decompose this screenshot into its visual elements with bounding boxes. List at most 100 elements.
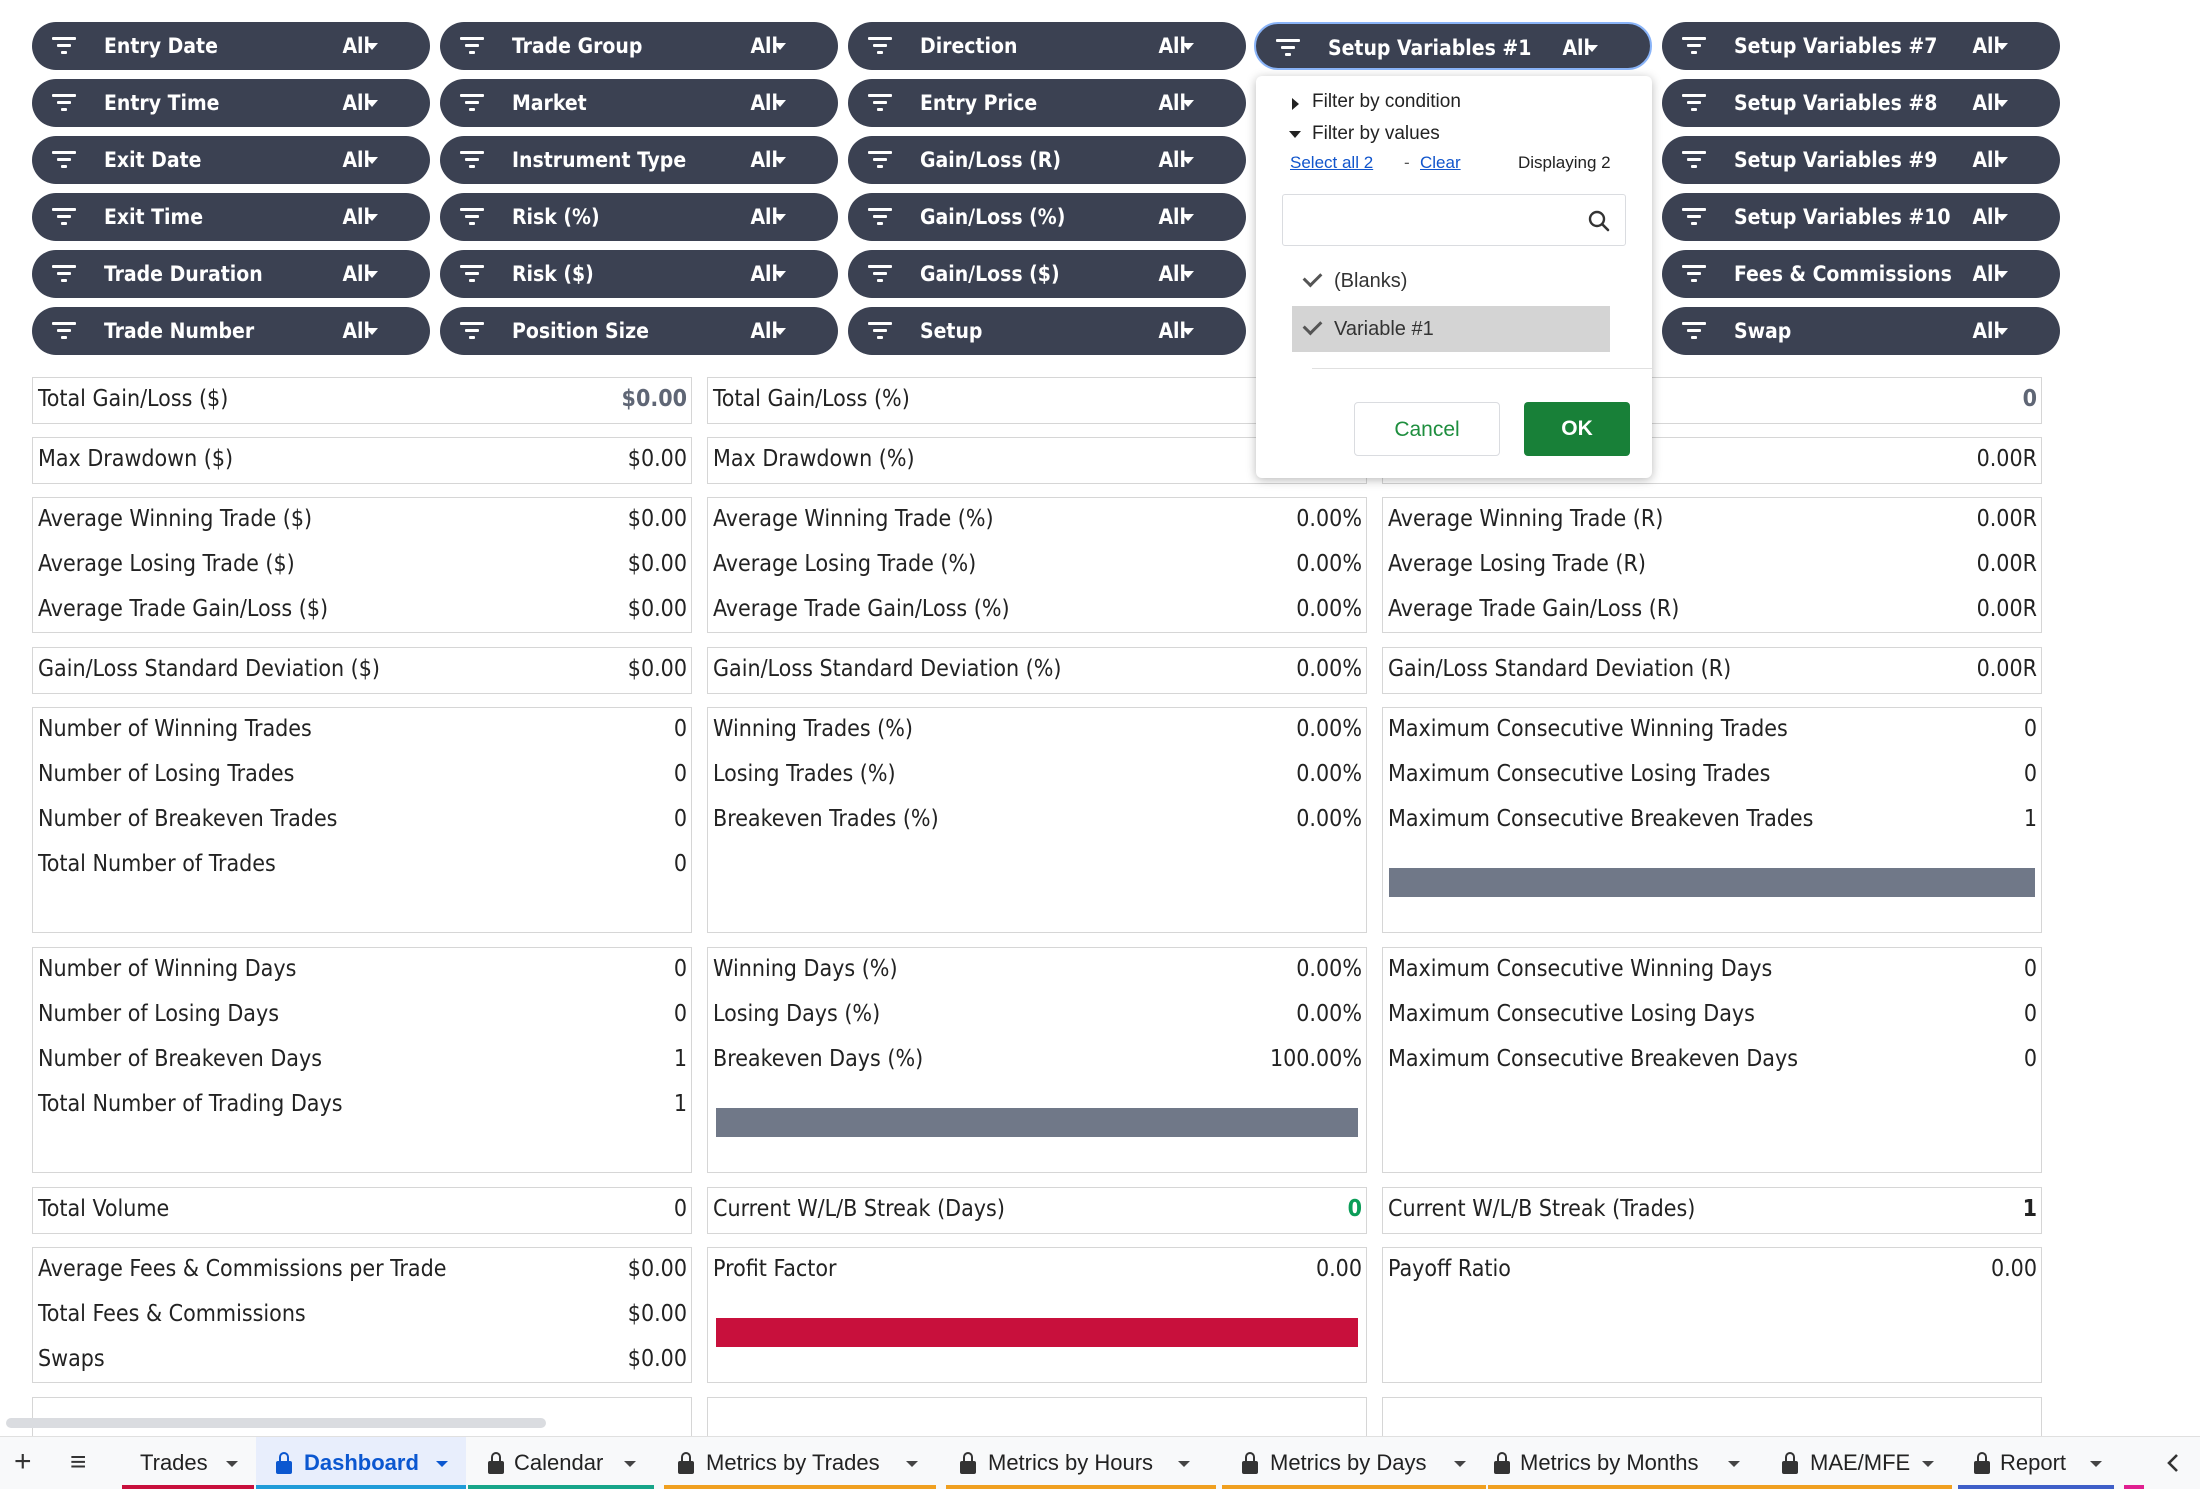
chevron-left-icon[interactable] (2164, 1451, 2184, 1475)
tab-calendar[interactable]: Calendar (468, 1437, 654, 1489)
filter-icon (1682, 265, 1708, 283)
filter-icon (1276, 39, 1302, 57)
filter-icon (52, 37, 78, 55)
stat-value: $0.00 (621, 386, 687, 412)
value-item-label: (Blanks) (1334, 270, 1408, 292)
stat-value: 0.00% (1296, 596, 1362, 622)
tab-overflow[interactable] (2124, 1437, 2144, 1489)
tab-dashboard[interactable]: Dashboard (256, 1437, 466, 1489)
filter-entry-time[interactable]: Entry Time All (32, 79, 430, 127)
add-sheet-button[interactable]: + (14, 1445, 32, 1478)
stat-value: $0.00 (627, 506, 687, 532)
stat-label: Total Gain/Loss (%) (713, 386, 910, 412)
cancel-button[interactable]: Cancel (1354, 402, 1500, 456)
tab-metrics-by-trades[interactable]: Metrics by Trades (664, 1437, 936, 1489)
horizontal-scrollbar[interactable] (6, 1418, 546, 1428)
filter-setup[interactable]: Setup All (848, 307, 1246, 355)
filter-by-values[interactable]: Filter by values (1312, 123, 1440, 144)
filter-value: All (342, 319, 370, 343)
stat-value: 0.00% (1296, 551, 1362, 577)
stat-value: $0.00 (627, 596, 687, 622)
stat-box-total-volume: Total Volume 0 (32, 1187, 692, 1234)
tab-dropdown-icon (1178, 1461, 1190, 1467)
stat-label: Losing Trades (%) (713, 761, 896, 787)
tab-dropdown-icon (2090, 1461, 2102, 1467)
filter-exit-time[interactable]: Exit Time All (32, 193, 430, 241)
stat-box-trade-pcts: Winning Trades (%) 0.00% Losing Trades (%… (707, 707, 1367, 933)
filter-label: Trade Group (512, 34, 643, 58)
tab-color-underline (1958, 1485, 2114, 1489)
filter-swap[interactable]: Swap All (1662, 307, 2060, 355)
filter-gain-loss-pct[interactable]: Gain/Loss (%) All (848, 193, 1246, 241)
stat-value: 100.00% (1269, 1046, 1362, 1072)
value-item-blanks[interactable]: (Blanks) (1292, 258, 1610, 304)
filter-icon (1682, 322, 1708, 340)
stat-box-sd-pct: Gain/Loss Standard Deviation (%) 0.00% (707, 647, 1367, 694)
caret-down-icon (1182, 328, 1194, 335)
filter-trade-group[interactable]: Trade Group All (440, 22, 838, 70)
filter-setup-variables-7[interactable]: Setup Variables #7 All (1662, 22, 2060, 70)
filter-direction[interactable]: Direction All (848, 22, 1246, 70)
filter-instrument-type[interactable]: Instrument Type All (440, 136, 838, 184)
ok-button[interactable]: OK (1524, 402, 1630, 456)
stat-value: $0.00 (627, 446, 687, 472)
stat-box-total-gl-usd: Total Gain/Loss ($) $0.00 (32, 377, 692, 424)
stat-value: 0 (673, 806, 687, 832)
stat-label: Average Trade Gain/Loss (R) (1388, 596, 1680, 622)
filter-position-size[interactable]: Position Size All (440, 307, 838, 355)
filter-exit-date[interactable]: Exit Date All (32, 136, 430, 184)
stat-value: $0.00 (627, 1301, 687, 1327)
filter-fees-commissions[interactable]: Fees & Commissions All (1662, 250, 2060, 298)
filter-entry-price[interactable]: Entry Price All (848, 79, 1246, 127)
filter-by-condition[interactable]: Filter by condition (1312, 91, 1461, 112)
tab-report[interactable]: Report (1958, 1437, 2114, 1489)
filter-risk-usd[interactable]: Risk ($) All (440, 250, 838, 298)
stat-value: 1 (2023, 806, 2037, 832)
filter-trade-number[interactable]: Trade Number All (32, 307, 430, 355)
filter-label: Entry Time (104, 91, 220, 115)
tab-color-underline (1488, 1485, 1778, 1489)
filter-value: All (750, 34, 778, 58)
all-sheets-menu-button[interactable]: ≡ (70, 1446, 87, 1477)
values-search-input[interactable] (1282, 194, 1626, 246)
filter-icon (460, 94, 486, 112)
filter-setup-variables-10[interactable]: Setup Variables #10 All (1662, 193, 2060, 241)
tab-metrics-by-days[interactable]: Metrics by Days (1222, 1437, 1486, 1489)
filter-setup-variables-1[interactable]: Setup Variables #1 All (1254, 22, 1652, 70)
filter-icon (460, 37, 486, 55)
filter-value: All (342, 34, 370, 58)
stat-value: $0.00 (627, 551, 687, 577)
value-item-variable-1[interactable]: Variable #1 (1292, 306, 1610, 352)
stat-value: $0.00 (627, 656, 687, 682)
select-all-link[interactable]: Select all 2 (1290, 153, 1374, 172)
filter-icon (1682, 94, 1708, 112)
filter-value: All (342, 205, 370, 229)
filter-label: Position Size (512, 319, 649, 343)
tab-mae-mfe[interactable]: MAE/MFE (1770, 1437, 1952, 1489)
filter-market[interactable]: Market All (440, 79, 838, 127)
stat-label: Gain/Loss Standard Deviation ($) (38, 656, 380, 682)
filter-setup-variables-9[interactable]: Setup Variables #9 All (1662, 136, 2060, 184)
tab-trades[interactable]: Trades (122, 1437, 254, 1489)
stat-value: 0.00R (1976, 446, 2037, 472)
tab-color-underline (1770, 1485, 1952, 1489)
caret-down-icon (1182, 100, 1194, 107)
filter-gain-loss-usd[interactable]: Gain/Loss ($) All (848, 250, 1246, 298)
filter-label: Setup Variables #8 (1734, 91, 1938, 115)
tab-metrics-by-months[interactable]: Metrics by Months (1488, 1437, 1778, 1489)
filter-gain-loss-r[interactable]: Gain/Loss (R) All (848, 136, 1246, 184)
tab-metrics-by-hours[interactable]: Metrics by Hours (946, 1437, 1216, 1489)
stat-box-profit-factor: Profit Factor 0.00 (707, 1247, 1367, 1383)
filter-value: All (1972, 205, 2000, 229)
filter-risk-pct[interactable]: Risk (%) All (440, 193, 838, 241)
stat-box-sd-usd: Gain/Loss Standard Deviation ($) $0.00 (32, 647, 692, 694)
stat-value: $0.00 (627, 1256, 687, 1282)
lock-icon (1242, 1452, 1258, 1474)
stat-value: 0.00% (1296, 806, 1362, 832)
lock-icon (960, 1452, 976, 1474)
stat-value: 0 (673, 851, 687, 877)
filter-entry-date[interactable]: Entry Date All (32, 22, 430, 70)
filter-setup-variables-8[interactable]: Setup Variables #8 All (1662, 79, 2060, 127)
clear-link[interactable]: Clear (1420, 153, 1461, 172)
filter-trade-duration[interactable]: Trade Duration All (32, 250, 430, 298)
